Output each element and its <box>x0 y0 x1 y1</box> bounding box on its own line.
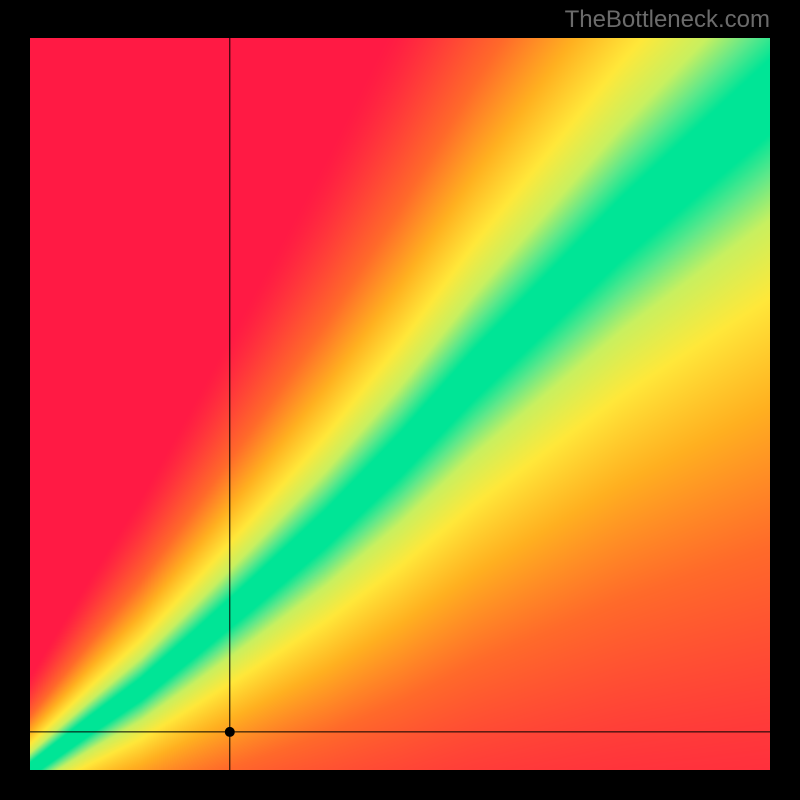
plot-area <box>30 38 770 770</box>
watermark-text: TheBottleneck.com <box>565 6 770 34</box>
bottleneck-heatmap <box>30 38 770 770</box>
figure-root: TheBottleneck.com <box>0 0 800 800</box>
